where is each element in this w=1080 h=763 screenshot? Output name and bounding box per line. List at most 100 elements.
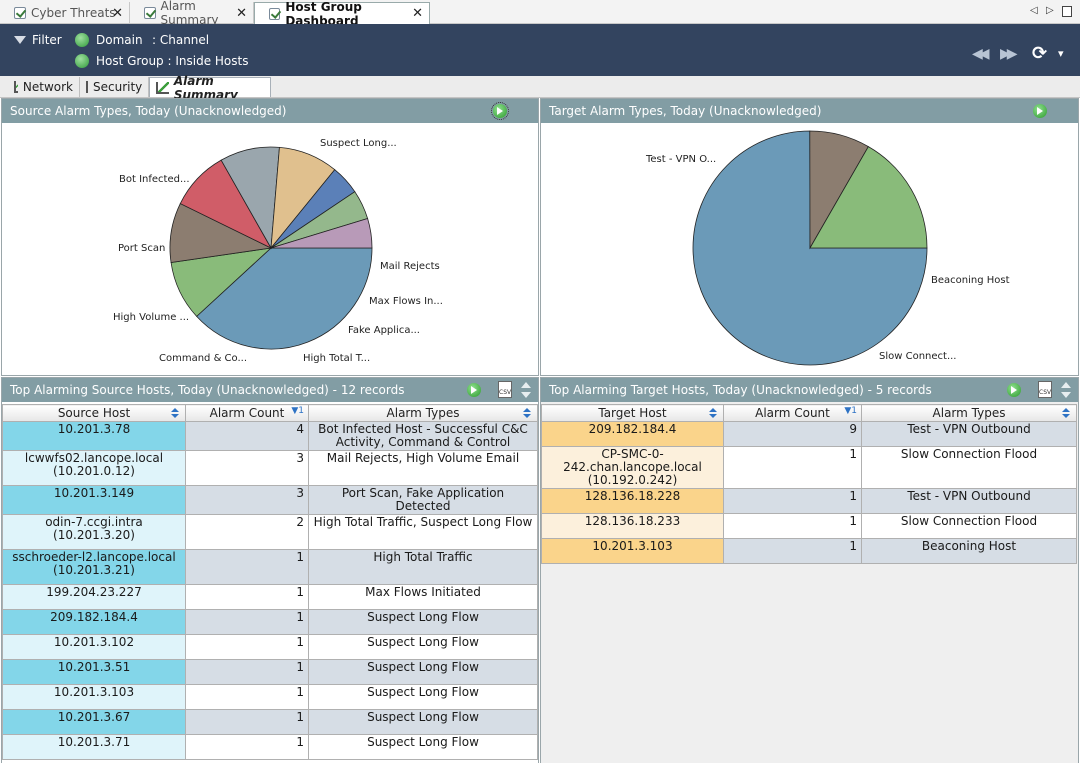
table-row[interactable]: 128.136.18.228 1 Test - VPN Outbound bbox=[541, 488, 1077, 514]
host-cell[interactable]: 10.201.3.149 bbox=[2, 485, 186, 515]
host-cell[interactable]: 128.136.18.233 bbox=[541, 513, 724, 539]
refresh-icon[interactable]: ⟳ bbox=[1032, 43, 1048, 64]
column-header-target-host[interactable]: Target Host bbox=[541, 404, 724, 422]
pie-slice[interactable] bbox=[809, 146, 928, 249]
host-cell[interactable]: 10.201.3.51 bbox=[2, 659, 186, 685]
alarm-types-cell[interactable]: Beaconing Host bbox=[861, 538, 1077, 564]
host-cell[interactable]: CP-SMC-0-242.chan.lancope.local (10.192.… bbox=[541, 446, 724, 489]
pie-slice[interactable] bbox=[270, 218, 373, 249]
alarm-count-cell[interactable]: 1 bbox=[185, 709, 309, 735]
go-arrow-icon[interactable] bbox=[1033, 104, 1047, 118]
host-cell[interactable]: 10.201.3.78 bbox=[2, 421, 186, 451]
table-row[interactable]: 10.201.3.71 1 Suspect Long Flow bbox=[2, 734, 538, 760]
table-row[interactable]: 10.201.3.51 1 Suspect Long Flow bbox=[2, 659, 538, 685]
host-cell[interactable]: 128.136.18.228 bbox=[541, 488, 724, 514]
alarm-types-cell[interactable]: Test - VPN Outbound bbox=[861, 421, 1077, 447]
host-cell[interactable]: 10.201.3.103 bbox=[541, 538, 724, 564]
column-header-alarm-count[interactable]: Alarm Count ▼1 bbox=[723, 404, 862, 422]
table-row[interactable]: 10.201.3.102 1 Suspect Long Flow bbox=[2, 634, 538, 660]
table-row[interactable]: 10.201.3.149 3 Port Scan, Fake Application… bbox=[2, 485, 538, 515]
table-row[interactable]: 209.182.184.4 9 Test - VPN Outbound bbox=[541, 421, 1077, 447]
close-icon[interactable]: ✕ bbox=[112, 5, 123, 21]
host-cell[interactable]: 199.204.23.227 bbox=[2, 584, 186, 610]
alarm-count-cell[interactable]: 1 bbox=[185, 549, 309, 585]
host-cell[interactable]: 10.201.3.102 bbox=[2, 634, 186, 660]
alarm-count-cell[interactable]: 1 bbox=[185, 659, 309, 685]
go-arrow-icon[interactable] bbox=[491, 102, 509, 120]
host-cell[interactable]: lcwwfs02.lancope.local (10.201.0.12) bbox=[2, 450, 186, 486]
table-row[interactable]: 10.201.3.67 1 Suspect Long Flow bbox=[2, 709, 538, 735]
host-group-selector[interactable]: Host Group : Inside Hosts bbox=[75, 54, 248, 68]
tab-list-icon[interactable] bbox=[1062, 6, 1072, 17]
table-row[interactable]: 199.204.23.227 1 Max Flows Initiated bbox=[2, 584, 538, 610]
alarm-types-cell[interactable]: Slow Connection Flood bbox=[861, 513, 1077, 539]
alarm-count-cell[interactable]: 4 bbox=[185, 421, 309, 451]
column-header-alarm-types[interactable]: Alarm Types bbox=[308, 404, 538, 422]
column-header-source-host[interactable]: Source Host bbox=[2, 404, 186, 422]
host-cell[interactable]: 10.201.3.71 bbox=[2, 734, 186, 760]
alarm-count-cell[interactable]: 1 bbox=[723, 513, 862, 539]
host-cell[interactable]: odin-7.ccgi.intra (10.201.3.20) bbox=[2, 514, 186, 550]
host-cell[interactable]: 209.182.184.4 bbox=[541, 421, 724, 447]
host-cell[interactable]: 209.182.184.4 bbox=[2, 609, 186, 635]
alarm-types-cell[interactable]: Suspect Long Flow bbox=[308, 709, 538, 735]
pie-slice[interactable] bbox=[692, 130, 928, 366]
tab-cyber-threats[interactable]: Cyber Threats ✕ bbox=[0, 2, 130, 24]
alarm-types-cell[interactable]: Suspect Long Flow bbox=[308, 734, 538, 760]
go-arrow-icon[interactable] bbox=[467, 383, 481, 397]
table-row[interactable]: sschroeder-l2.lancope.local (10.201.3.21… bbox=[2, 549, 538, 585]
rewind-icon[interactable]: ◀◀ bbox=[972, 46, 989, 62]
subtab-network[interactable]: Network bbox=[8, 77, 80, 97]
alarm-types-cell[interactable]: Max Flows Initiated bbox=[308, 584, 538, 610]
collapse-icon[interactable] bbox=[1061, 382, 1071, 398]
alarm-count-cell[interactable]: 1 bbox=[723, 488, 862, 514]
alarm-count-cell[interactable]: 1 bbox=[185, 609, 309, 635]
tab-scroll-right-icon[interactable]: ▷ bbox=[1046, 5, 1054, 16]
alarm-count-cell[interactable]: 1 bbox=[185, 734, 309, 760]
refresh-dropdown-icon[interactable]: ▾ bbox=[1058, 47, 1064, 60]
alarm-types-cell[interactable]: Mail Rejects, High Volume Email bbox=[308, 450, 538, 486]
alarm-count-cell[interactable]: 3 bbox=[185, 485, 309, 515]
alarm-types-cell[interactable]: Port Scan, Fake Application Detected bbox=[308, 485, 538, 515]
alarm-types-cell[interactable]: Suspect Long Flow bbox=[308, 659, 538, 685]
alarm-types-cell[interactable]: High Total Traffic, Suspect Long Flow bbox=[308, 514, 538, 550]
alarm-count-cell[interactable]: 1 bbox=[185, 584, 309, 610]
tab-host-group-dashboard[interactable]: Host Group Dashboard ✕ bbox=[254, 0, 430, 28]
collapse-icon[interactable] bbox=[521, 382, 531, 398]
alarm-types-cell[interactable]: Suspect Long Flow bbox=[308, 634, 538, 660]
tab-scroll-left-icon[interactable]: ◁ bbox=[1030, 5, 1038, 16]
subtab-alarm-summary[interactable]: Alarm Summary bbox=[149, 74, 271, 102]
forward-icon[interactable]: ▶▶ bbox=[1000, 46, 1017, 62]
domain-selector[interactable]: Domain bbox=[75, 33, 143, 47]
alarm-types-cell[interactable]: High Total Traffic bbox=[308, 549, 538, 585]
alarm-count-cell[interactable]: 1 bbox=[185, 634, 309, 660]
table-row[interactable]: 209.182.184.4 1 Suspect Long Flow bbox=[2, 609, 538, 635]
close-icon[interactable]: ✕ bbox=[236, 5, 247, 21]
go-arrow-icon[interactable] bbox=[1007, 383, 1021, 397]
alarm-count-cell[interactable]: 3 bbox=[185, 450, 309, 486]
host-cell[interactable]: sschroeder-l2.lancope.local (10.201.3.21… bbox=[2, 549, 186, 585]
subtab-security[interactable]: Security bbox=[80, 77, 149, 97]
alarm-count-cell[interactable]: 1 bbox=[723, 538, 862, 564]
csv-export-icon[interactable]: CSV bbox=[1038, 381, 1052, 398]
alarm-types-cell[interactable]: Suspect Long Flow bbox=[308, 609, 538, 635]
alarm-count-cell[interactable]: 9 bbox=[723, 421, 862, 447]
table-row[interactable]: lcwwfs02.lancope.local (10.201.0.12) 3 Mai… bbox=[2, 450, 538, 486]
alarm-types-cell[interactable]: Bot Infected Host - Successful C&C Activ… bbox=[308, 421, 538, 451]
table-row[interactable]: odin-7.ccgi.intra (10.201.3.20) 2 High Tot… bbox=[2, 514, 538, 550]
alarm-count-cell[interactable]: 2 bbox=[185, 514, 309, 550]
alarm-types-cell[interactable]: Slow Connection Flood bbox=[861, 446, 1077, 489]
alarm-types-cell[interactable]: Test - VPN Outbound bbox=[861, 488, 1077, 514]
csv-export-icon[interactable]: CSV bbox=[498, 381, 512, 398]
pie-slice[interactable] bbox=[196, 247, 373, 350]
alarm-count-cell[interactable]: 1 bbox=[185, 684, 309, 710]
table-row[interactable]: 10.201.3.103 1 Suspect Long Flow bbox=[2, 684, 538, 710]
alarm-types-cell[interactable]: Suspect Long Flow bbox=[308, 684, 538, 710]
alarm-count-cell[interactable]: 1 bbox=[723, 446, 862, 489]
table-row[interactable]: CP-SMC-0-242.chan.lancope.local (10.192.… bbox=[541, 446, 1077, 489]
host-cell[interactable]: 10.201.3.67 bbox=[2, 709, 186, 735]
table-row[interactable]: 128.136.18.233 1 Slow Connection Flood bbox=[541, 513, 1077, 539]
filter-button[interactable]: Filter bbox=[14, 33, 62, 47]
host-cell[interactable]: 10.201.3.103 bbox=[2, 684, 186, 710]
tab-alarm-summary[interactable]: Alarm Summary ✕ bbox=[130, 0, 254, 27]
